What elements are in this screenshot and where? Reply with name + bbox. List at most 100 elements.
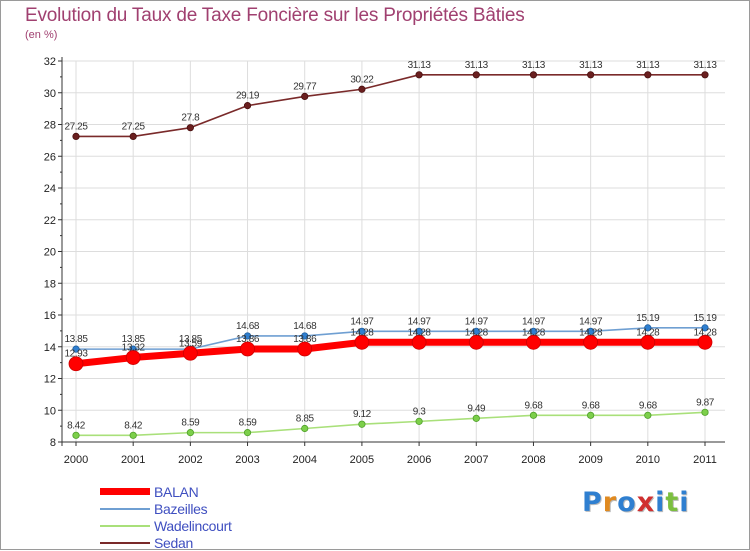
- data-label-bazeilles: 14.68: [236, 321, 260, 332]
- data-label-bazeilles: 14.97: [408, 316, 432, 327]
- data-point-sedan: [243, 102, 252, 110]
- data-labels-bazeilles: 13.85 13.85 13.85 14.68 14.68 14.97 14.97 14.97…: [64, 313, 717, 345]
- data-point-sedan: [701, 71, 709, 79]
- data-label-balan: 12.93: [64, 349, 88, 360]
- data-point-bazeilles: [701, 324, 709, 332]
- data-label-bazeilles: 14.97: [465, 316, 489, 327]
- data-label-balan: 14.28: [350, 327, 374, 338]
- data-label-wadelincourt: 8.59: [181, 418, 200, 429]
- data-label-balan: 14.28: [522, 327, 546, 338]
- data-point-sedan: [529, 71, 538, 79]
- x-tick-label: 2005: [350, 454, 374, 466]
- chart-title: Evolution du Taux de Taxe Foncière sur l…: [25, 5, 525, 26]
- data-labels-balan: 12.93 13.32 13.59 13.86 13.86 14.28 14.28 14.28…: [64, 327, 717, 359]
- data-label-bazeilles: 13.85: [179, 334, 203, 345]
- y-tick-label: 14: [44, 342, 56, 354]
- data-label-sedan: 27.25: [64, 121, 88, 132]
- y-tick-label: 20: [44, 247, 56, 259]
- data-label-wadelincourt: 9.3: [413, 406, 427, 417]
- logo-letter: i: [679, 487, 690, 518]
- data-point-bazeilles: [644, 324, 652, 332]
- data-label-bazeilles: 13.85: [64, 334, 88, 345]
- data-label-balan: 14.28: [579, 327, 603, 338]
- data-point-sedan: [358, 85, 366, 93]
- data-label-balan: 14.28: [465, 327, 489, 338]
- legend-swatch: [100, 541, 150, 544]
- data-label-balan: 14.28: [408, 327, 432, 338]
- data-label-wadelincourt: 9.12: [353, 409, 372, 420]
- data-label-bazeilles: 14.97: [350, 316, 374, 327]
- data-point-balan: [468, 334, 484, 350]
- data-label-bazeilles: 13.85: [122, 334, 146, 345]
- data-label-sedan: 31.13: [522, 60, 546, 71]
- data-label-bazeilles: 14.68: [293, 321, 317, 332]
- proxiti-logo: Proxiti: [582, 487, 690, 518]
- series-line-sedan: [76, 74, 705, 138]
- data-label-balan: 13.59: [179, 338, 203, 349]
- data-label-wadelincourt: 9.68: [582, 400, 601, 411]
- data-point-bazeilles: [472, 327, 480, 335]
- x-tick-label: 2007: [464, 454, 488, 466]
- data-point-bazeilles: [358, 327, 366, 335]
- data-label-wadelincourt: 8.42: [67, 420, 86, 431]
- series-line-balan: [75, 338, 705, 368]
- data-label-sedan: 31.13: [408, 60, 432, 71]
- data-labels-wadelincourt: 8.42 8.42 8.59 8.59 8.85 9.12 9.3 9.49 9.68 9.68 9…: [67, 397, 715, 431]
- data-label-balan: 13.86: [293, 334, 317, 345]
- data-point-wadelincourt: [243, 429, 252, 437]
- y-tick-label: 16: [44, 310, 56, 322]
- legend-label: Wadelincourt: [154, 517, 232, 534]
- legend-swatch: [100, 507, 150, 510]
- data-point-sedan: [301, 92, 309, 101]
- data-point-sedan: [644, 71, 652, 79]
- data-point-wadelincourt: [701, 408, 709, 416]
- data-point-balan: [68, 356, 84, 372]
- data-point-wadelincourt: [644, 411, 652, 419]
- x-tick-label: 2003: [235, 454, 259, 466]
- y-tick-label: 24: [44, 183, 56, 195]
- x-tick-label: 2001: [121, 454, 145, 466]
- data-point-balan: [240, 341, 255, 357]
- y-tick-label: 28: [44, 120, 56, 132]
- data-point-balan: [297, 341, 313, 357]
- legend-label: Sedan: [154, 534, 193, 551]
- series-sedan: [72, 71, 709, 141]
- data-label-balan: 14.28: [693, 327, 717, 338]
- data-point-sedan: [472, 71, 480, 79]
- data-point-balan: [125, 350, 141, 365]
- series-line-bazeilles: [76, 327, 705, 350]
- x-tick-label: 2010: [636, 454, 660, 466]
- y-tick-label: 30: [44, 88, 56, 100]
- x-tick-label: 2004: [292, 454, 316, 466]
- data-point-bazeilles: [415, 327, 423, 335]
- data-point-sedan: [129, 132, 137, 141]
- data-label-sedan: 29.77: [293, 81, 317, 92]
- data-point-balan: [640, 334, 656, 350]
- y-tick-label: 12: [44, 374, 56, 386]
- data-point-balan: [526, 334, 541, 350]
- x-tick-label: 2009: [578, 454, 602, 466]
- legend-item-balan: BALAN: [100, 483, 232, 500]
- legend-item-wadelincourt: Wadelincourt: [100, 517, 232, 534]
- logo-letter: P: [582, 487, 603, 518]
- y-tick-label: 32: [44, 56, 56, 68]
- data-label-wadelincourt: 8.59: [239, 418, 258, 429]
- data-label-wadelincourt: 8.85: [296, 414, 315, 425]
- legend-label: Bazeilles: [154, 500, 208, 517]
- data-point-bazeilles: [529, 327, 538, 335]
- data-point-balan: [182, 345, 198, 361]
- logo-letter: x: [636, 487, 656, 518]
- data-label-sedan: 30.22: [350, 74, 374, 85]
- x-tick-label: 2000: [64, 454, 88, 466]
- data-point-balan: [411, 334, 427, 350]
- data-label-wadelincourt: 9.49: [467, 403, 486, 414]
- data-label-sedan: 31.13: [693, 60, 717, 71]
- y-tick-label: 8: [50, 437, 56, 449]
- logo-letter: t: [665, 487, 680, 518]
- data-point-bazeilles: [587, 327, 595, 335]
- logo-letter: i: [655, 487, 666, 518]
- series-line-wadelincourt: [76, 411, 706, 437]
- data-label-wadelincourt: 9.87: [696, 397, 715, 408]
